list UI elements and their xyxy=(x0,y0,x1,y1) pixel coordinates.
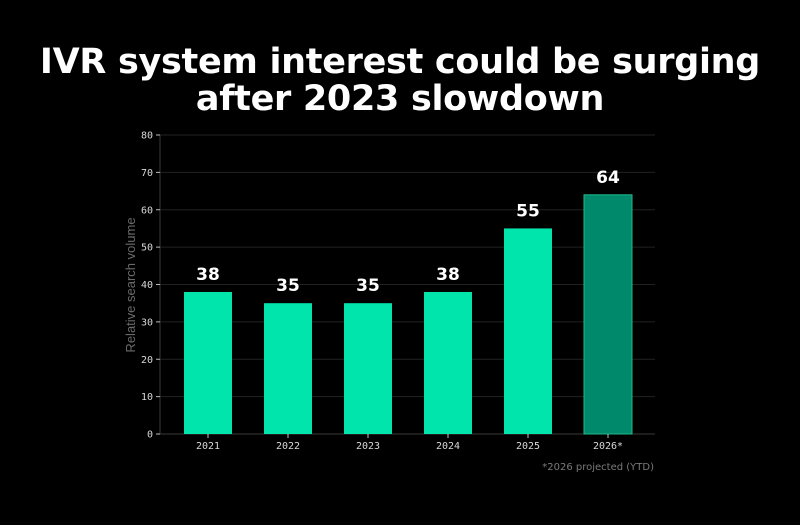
gridlines xyxy=(160,134,655,435)
x-tick-label: 2025 xyxy=(516,441,540,452)
x-tick-label: 2023 xyxy=(356,441,380,452)
bar-2026 xyxy=(583,194,633,435)
x-axis: 2021 2022 2023 2024 2025 2026* xyxy=(196,434,623,452)
y-tick-label: 70 xyxy=(141,168,153,179)
bar-2022 xyxy=(264,303,312,434)
title-line-2: after 2023 slowdown xyxy=(195,79,605,119)
data-label: 38 xyxy=(436,265,460,285)
x-tick-label: 2022 xyxy=(276,441,300,452)
y-tick-label: 80 xyxy=(141,131,153,142)
x-tick-label: 2026* xyxy=(593,441,623,452)
chart-title: IVR system interest could be surging aft… xyxy=(0,44,800,118)
y-axis-label: Relative search volume xyxy=(123,217,138,352)
data-label: 35 xyxy=(276,276,300,296)
data-label: 64 xyxy=(596,168,620,188)
data-label: 38 xyxy=(196,265,220,285)
y-axis: 0 10 20 30 40 50 60 70 80 xyxy=(141,131,161,441)
y-tick-label: 60 xyxy=(141,205,153,216)
y-tick-label: 40 xyxy=(141,280,153,291)
data-label: 35 xyxy=(356,276,380,296)
y-tick-label: 50 xyxy=(141,243,153,254)
bar-2023 xyxy=(344,303,392,434)
title-line-1: IVR system interest could be surging xyxy=(39,42,761,82)
y-tick-label: 0 xyxy=(147,430,153,441)
bar-2021 xyxy=(184,291,232,434)
footnote: *2026 projected (YTD) xyxy=(542,462,654,473)
y-tick-label: 10 xyxy=(141,392,153,403)
y-tick-label: 30 xyxy=(141,317,153,328)
bar-2025 xyxy=(504,228,552,434)
data-label: 55 xyxy=(516,201,540,221)
bar-2024 xyxy=(424,291,472,434)
y-tick-label: 20 xyxy=(141,355,153,366)
x-tick-label: 2021 xyxy=(196,441,220,452)
bars: 38 35 35 38 55 64 xyxy=(184,168,633,435)
x-tick-label: 2024 xyxy=(436,441,460,452)
